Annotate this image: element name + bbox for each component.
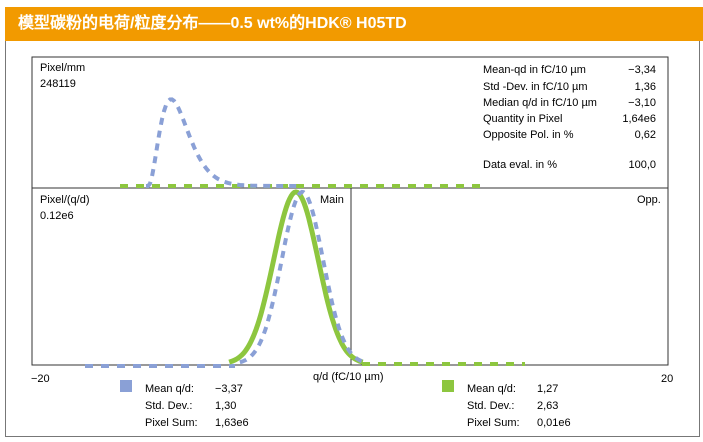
plot-box	[31, 56, 669, 366]
green-legend-swatch	[442, 380, 454, 392]
main-label: Main	[320, 194, 344, 206]
figure-frame	[5, 41, 700, 437]
stat-label: Quantity in Pixel	[483, 113, 562, 125]
x-axis-label: q/d (fC/10 µm)	[313, 371, 384, 383]
stat-value: 0,62	[635, 129, 656, 141]
stat-value: −3,10	[628, 97, 656, 109]
stat-label: Mean-qd in fC/10 µm	[483, 64, 586, 76]
stat-value: 100,0	[628, 159, 656, 171]
legend-label: Pixel Sum:	[145, 417, 198, 429]
legend-value: 0,01e6	[537, 417, 571, 429]
legend-value: 1,30	[215, 400, 236, 412]
stat-label: Opposite Pol. in %	[483, 129, 574, 141]
bottom-blue-curve	[239, 189, 365, 365]
stat-value: −3,34	[628, 64, 656, 76]
blue-legend-swatch	[120, 380, 132, 392]
bottom-ylabel: Pixel/(q/d)	[40, 194, 90, 206]
stat-value: 1,36	[635, 81, 656, 93]
top-ylabel: Pixel/mm	[40, 62, 85, 74]
legend-label: Pixel Sum:	[467, 417, 520, 429]
top-blue-curve	[146, 97, 300, 188]
legend-label: Std. Dev.:	[467, 400, 514, 412]
legend-value: 2,63	[537, 400, 558, 412]
stat-label: Std -Dev. in fC/10 µm	[483, 81, 588, 93]
bottom-ymax: 0.12e6	[40, 210, 74, 222]
bottom-green-curve	[228, 189, 364, 365]
stat-label: Data eval. in %	[483, 159, 557, 171]
stat-value: 1,64e6	[622, 113, 656, 125]
top-ymax: 248119	[40, 78, 76, 90]
x-tick-min: −20	[31, 373, 50, 385]
legend-value: 1,63e6	[215, 417, 249, 429]
legend-value: −3,37	[215, 383, 243, 395]
legend-value: 1,27	[537, 383, 558, 395]
x-tick-max: 20	[661, 373, 673, 385]
chart-title: 模型碳粉的电荷/粒度分布——0.5 wt%的HDK® H05TD	[5, 7, 703, 41]
legend-label: Mean q/d:	[467, 383, 516, 395]
legend-label: Std. Dev.:	[145, 400, 192, 412]
opp-label: Opp.	[637, 194, 661, 206]
stat-label: Median q/d in fC/10 µm	[483, 97, 597, 109]
legend-label: Mean q/d:	[145, 383, 194, 395]
